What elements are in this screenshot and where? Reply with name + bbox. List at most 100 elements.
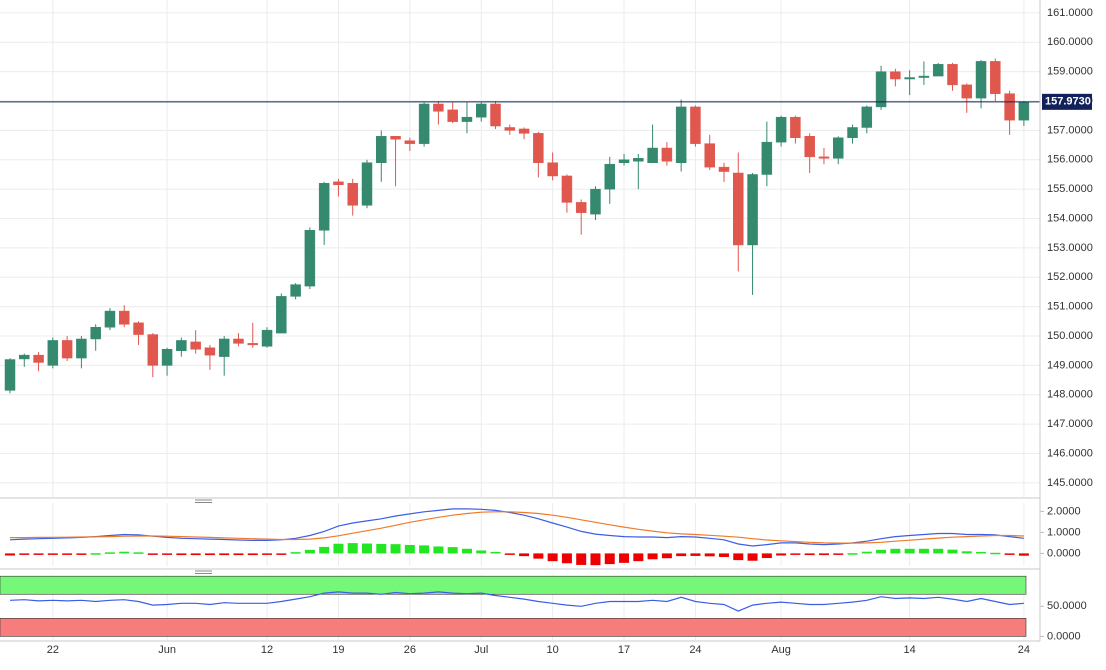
candle-body <box>733 172 744 246</box>
histogram-bar <box>704 553 715 557</box>
y-tick-label: 153.0000 <box>1047 242 1093 254</box>
histogram-bar <box>818 553 829 556</box>
histogram-bar <box>847 553 858 555</box>
histogram-bar <box>276 553 287 555</box>
histogram-bar <box>933 548 944 554</box>
candle-body <box>475 103 487 118</box>
plot: 22 Jun 12 19 26 Jul 10 17 24 Aug 14 24 161.0000 160.0… <box>0 0 1093 656</box>
histogram-bar <box>961 551 972 554</box>
histogram-bar <box>747 553 758 561</box>
candle-body <box>261 329 273 347</box>
histogram-bar <box>490 551 501 554</box>
candle-body <box>147 334 159 366</box>
candle-body <box>490 103 501 127</box>
candle-body <box>890 71 901 80</box>
histogram-bar <box>262 553 273 555</box>
candle-body <box>447 109 458 122</box>
histogram-bar <box>533 553 544 559</box>
indicator-line <box>9 591 1024 612</box>
candle-body <box>875 71 887 108</box>
histogram-bar <box>447 547 458 554</box>
candle-body <box>690 106 701 144</box>
histogram-bar <box>661 553 672 559</box>
histogram-bar <box>19 553 30 555</box>
histogram-bar <box>976 551 987 554</box>
resize-handle[interactable] <box>195 499 212 503</box>
histogram-bar <box>690 553 701 556</box>
histogram-bar <box>319 546 330 554</box>
y-tick-label: 147.0000 <box>1047 418 1093 430</box>
histogram-bar <box>419 545 430 554</box>
histogram-bar <box>504 553 515 555</box>
candle-body <box>33 354 44 363</box>
y-tick-label: 146.0000 <box>1047 447 1093 459</box>
histogram-bar <box>233 553 244 556</box>
candle-body <box>818 156 830 159</box>
candle-body <box>333 181 344 186</box>
candle-body <box>47 340 59 366</box>
y-tick-label: 0.0000 <box>1047 630 1081 642</box>
histogram-bar <box>461 548 472 554</box>
histogram-bar <box>476 550 487 554</box>
histogram-bar <box>33 553 44 555</box>
y-tick-label: 154.0000 <box>1047 212 1093 224</box>
candle-body <box>4 359 16 391</box>
histogram-bar <box>47 553 58 555</box>
histogram-bar <box>433 546 444 554</box>
histogram-bar <box>733 553 744 561</box>
y-tick-label: 2.0000 <box>1047 505 1081 517</box>
x-tick-label: 26 <box>404 644 416 656</box>
candle-body <box>118 310 130 325</box>
histogram-bar <box>904 548 915 554</box>
candle-body <box>718 166 730 172</box>
histogram-bar <box>776 553 787 556</box>
x-tick-label: Jun <box>158 644 176 656</box>
candle-body <box>775 116 787 143</box>
candle-body <box>76 338 87 359</box>
band <box>0 575 1027 595</box>
histogram-bar <box>647 553 658 560</box>
candle-body <box>832 137 844 159</box>
histogram-bar <box>5 553 15 556</box>
histogram-bar <box>804 553 815 556</box>
candle-body <box>104 310 116 328</box>
histogram-bar <box>619 553 630 563</box>
histogram-bar <box>290 552 301 554</box>
candle-body <box>518 128 530 134</box>
histogram-bar <box>790 553 801 555</box>
candle-body <box>290 284 301 297</box>
candle-body <box>347 183 358 206</box>
y-tick-label: 155.0000 <box>1047 183 1093 195</box>
x-tick-label: 14 <box>904 644 916 656</box>
y-tick-label: 159.0000 <box>1047 66 1093 78</box>
candle-body <box>176 340 187 351</box>
candle-body <box>561 175 573 203</box>
candle-body <box>947 64 958 86</box>
histogram-bar <box>219 553 230 556</box>
histogram-bar <box>633 553 644 562</box>
candle-body <box>747 174 758 246</box>
histogram-bar <box>519 553 530 557</box>
candle-body <box>704 143 715 168</box>
histogram-bar <box>876 549 887 554</box>
candle-body <box>590 188 601 215</box>
histogram-bar <box>947 549 958 554</box>
x-tick-label: Aug <box>771 644 791 656</box>
candle-body <box>975 61 987 99</box>
y-tick-label: 161.0000 <box>1047 7 1093 19</box>
histogram-bar <box>347 543 358 554</box>
candle-body <box>847 127 858 139</box>
y-tick-label: 152.0000 <box>1047 271 1093 283</box>
y-tick-label: 145.0000 <box>1047 477 1093 489</box>
x-tick-label: 19 <box>332 644 344 656</box>
histogram-bar <box>1004 553 1015 555</box>
candle-body <box>390 136 401 140</box>
candle-body <box>932 64 944 77</box>
x-tick-label: 12 <box>261 644 273 656</box>
band <box>0 618 1027 637</box>
resize-handle[interactable] <box>195 570 212 574</box>
candle-body <box>575 202 587 213</box>
y-tick-label: 0.0000 <box>1047 547 1081 559</box>
y-tick-label: 151.0000 <box>1047 301 1093 313</box>
